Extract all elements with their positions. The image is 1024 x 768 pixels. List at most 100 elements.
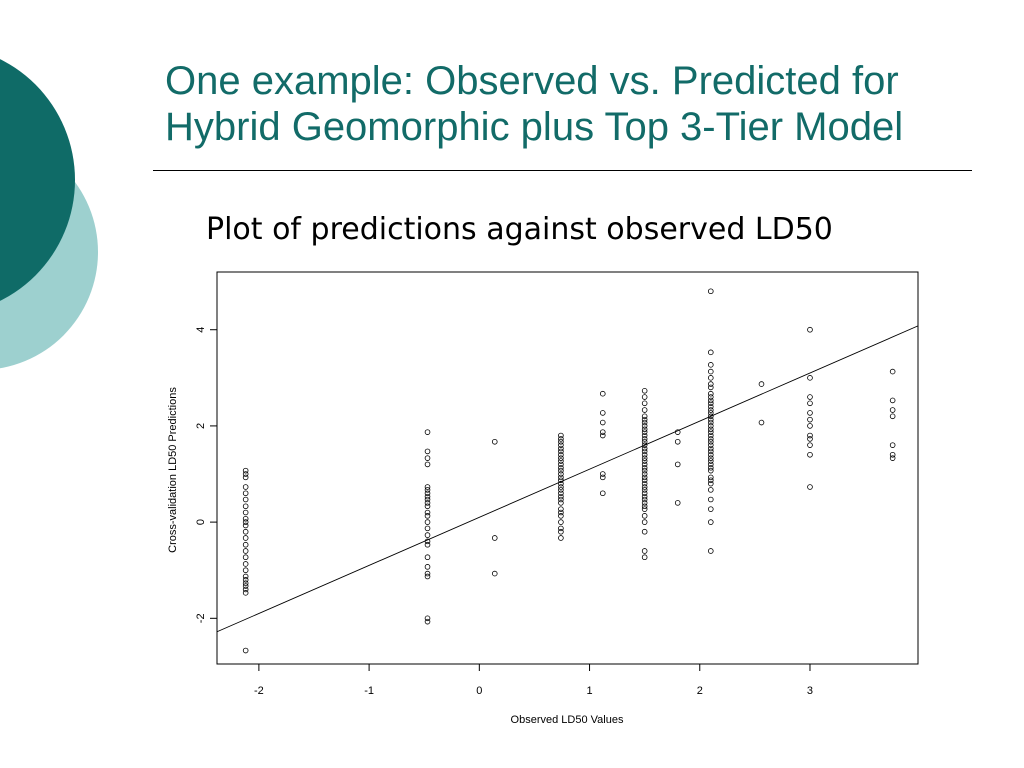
data-point: [558, 471, 564, 477]
data-point: [707, 400, 714, 407]
data-point: [641, 458, 648, 464]
data-point: [807, 451, 813, 458]
data-point: [558, 438, 564, 445]
data-point: [707, 487, 714, 493]
data-point: [707, 448, 714, 455]
data-point: [242, 490, 249, 497]
data-point: [424, 500, 431, 506]
y-tick-label: 4: [195, 327, 207, 333]
data-point: [641, 461, 648, 468]
data-point: [558, 436, 564, 442]
data-point: [558, 442, 564, 448]
data-point: [807, 484, 813, 490]
data-point: [424, 509, 431, 516]
data-point: [641, 503, 648, 510]
data-point: [242, 583, 249, 589]
data-point: [599, 490, 606, 497]
data-point: [641, 493, 648, 500]
data-point: [707, 375, 714, 381]
data-point: [807, 410, 813, 416]
data-point: [641, 455, 648, 461]
data-point: [641, 419, 648, 426]
data-point: [707, 362, 714, 368]
data-point: [707, 548, 714, 554]
data-point: [889, 397, 896, 404]
data-point: [424, 429, 431, 435]
data-point: [707, 480, 714, 487]
data-point: [242, 647, 249, 654]
data-point: [424, 455, 431, 461]
data-point: [707, 407, 714, 413]
data-point: [641, 496, 648, 503]
data-point: [242, 503, 249, 510]
data-point: [707, 438, 714, 445]
data-point: [242, 580, 249, 586]
data-point: [641, 487, 648, 493]
data-point: [242, 474, 249, 481]
data-point: [558, 506, 564, 512]
x-tick-label: 3: [807, 685, 813, 697]
data-point: [641, 388, 648, 394]
data-point: [424, 519, 431, 525]
data-point: [641, 513, 648, 519]
data-point: [599, 410, 606, 416]
data-point: [558, 487, 564, 493]
data-point: [807, 394, 813, 400]
data-point: [424, 615, 431, 622]
data-point: [707, 416, 714, 423]
data-point: [558, 528, 564, 535]
data-point: [641, 548, 648, 554]
data-point: [242, 519, 249, 525]
y-tick-label: 2: [195, 423, 207, 429]
data-point: [641, 528, 648, 535]
data-point: [707, 368, 714, 375]
data-point: [558, 455, 564, 461]
data-point: [889, 455, 896, 461]
data-point: [558, 474, 564, 481]
data-point: [707, 519, 714, 525]
data-point: [558, 480, 564, 487]
data-point: [424, 487, 431, 493]
data-point: [641, 426, 648, 433]
y-axis: -2 0 2 4: [195, 327, 218, 623]
data-point: [641, 471, 648, 477]
data-point: [558, 493, 564, 500]
data-point: [807, 400, 813, 407]
data-point: [707, 496, 714, 503]
y-tick-label: 0: [195, 519, 207, 525]
data-point: [707, 349, 714, 356]
x-tick-label: 1: [586, 685, 592, 697]
x-tick-label: 2: [697, 685, 703, 697]
data-point: [242, 561, 249, 567]
x-axis-label: Observed LD50 Values: [511, 714, 624, 726]
data-point: [242, 577, 249, 583]
data-point: [641, 500, 648, 506]
data-point: [242, 554, 249, 561]
data-point: [242, 471, 249, 477]
data-point: [707, 442, 714, 448]
data-point: [558, 448, 564, 455]
data-point: [424, 570, 431, 577]
data-point: [424, 618, 431, 625]
data-point: [242, 573, 249, 580]
data-point: [558, 496, 564, 503]
data-point: [807, 432, 813, 439]
data-point: [599, 429, 606, 435]
data-point: [641, 432, 648, 439]
data-point: [599, 390, 606, 397]
data-point: [707, 423, 714, 429]
data-point: [424, 484, 431, 490]
data-point: [641, 506, 648, 512]
data-point: [641, 423, 648, 429]
data-point: [641, 413, 648, 420]
data-point: [424, 541, 431, 548]
data-point: [807, 423, 813, 429]
data-point: [641, 416, 648, 423]
data-point: [558, 513, 564, 519]
data-point: [242, 496, 249, 503]
data-point: [424, 573, 431, 580]
data-point: [242, 541, 249, 548]
data-point: [424, 525, 431, 532]
data-point: [424, 554, 431, 561]
data-point: [889, 368, 896, 375]
